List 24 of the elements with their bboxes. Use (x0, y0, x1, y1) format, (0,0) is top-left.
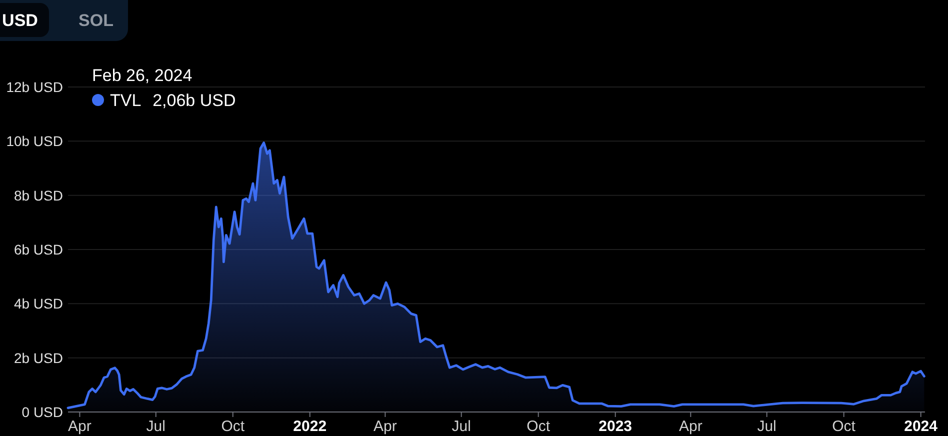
y-tick-label: 10b USD (6, 133, 63, 150)
x-tick-label: Oct (526, 418, 551, 435)
y-tick-label: 12b USD (6, 79, 63, 95)
x-tick-label: Jul (757, 418, 776, 435)
x-tick-label: 2022 (293, 418, 327, 435)
x-tick-label: 2023 (598, 418, 632, 435)
y-tick-label: 0 USD (22, 404, 63, 420)
y-tick-label: 6b USD (14, 242, 63, 258)
x-tick-label: Apr (374, 418, 397, 435)
x-tick-label: Oct (221, 418, 246, 435)
x-tick-label: Jul (452, 418, 471, 435)
x-tick-label: Apr (678, 418, 702, 435)
x-tick-label: Oct (832, 418, 856, 435)
x-tick-label: Apr (68, 418, 92, 435)
legend-label: TVL (110, 91, 142, 110)
x-tick-label: Jul (146, 418, 166, 435)
x-tick-label: 2024 (904, 418, 938, 435)
text: SOL (78, 11, 114, 30)
text: Feb 26, 2024 (92, 66, 192, 85)
annotation: 2,06b USD (152, 91, 236, 110)
y-tick-label: 8b USD (14, 187, 63, 204)
y-tick-label: 2b USD (14, 350, 63, 366)
text: USD (2, 11, 38, 30)
y-tick-label: 4b USD (14, 296, 63, 312)
